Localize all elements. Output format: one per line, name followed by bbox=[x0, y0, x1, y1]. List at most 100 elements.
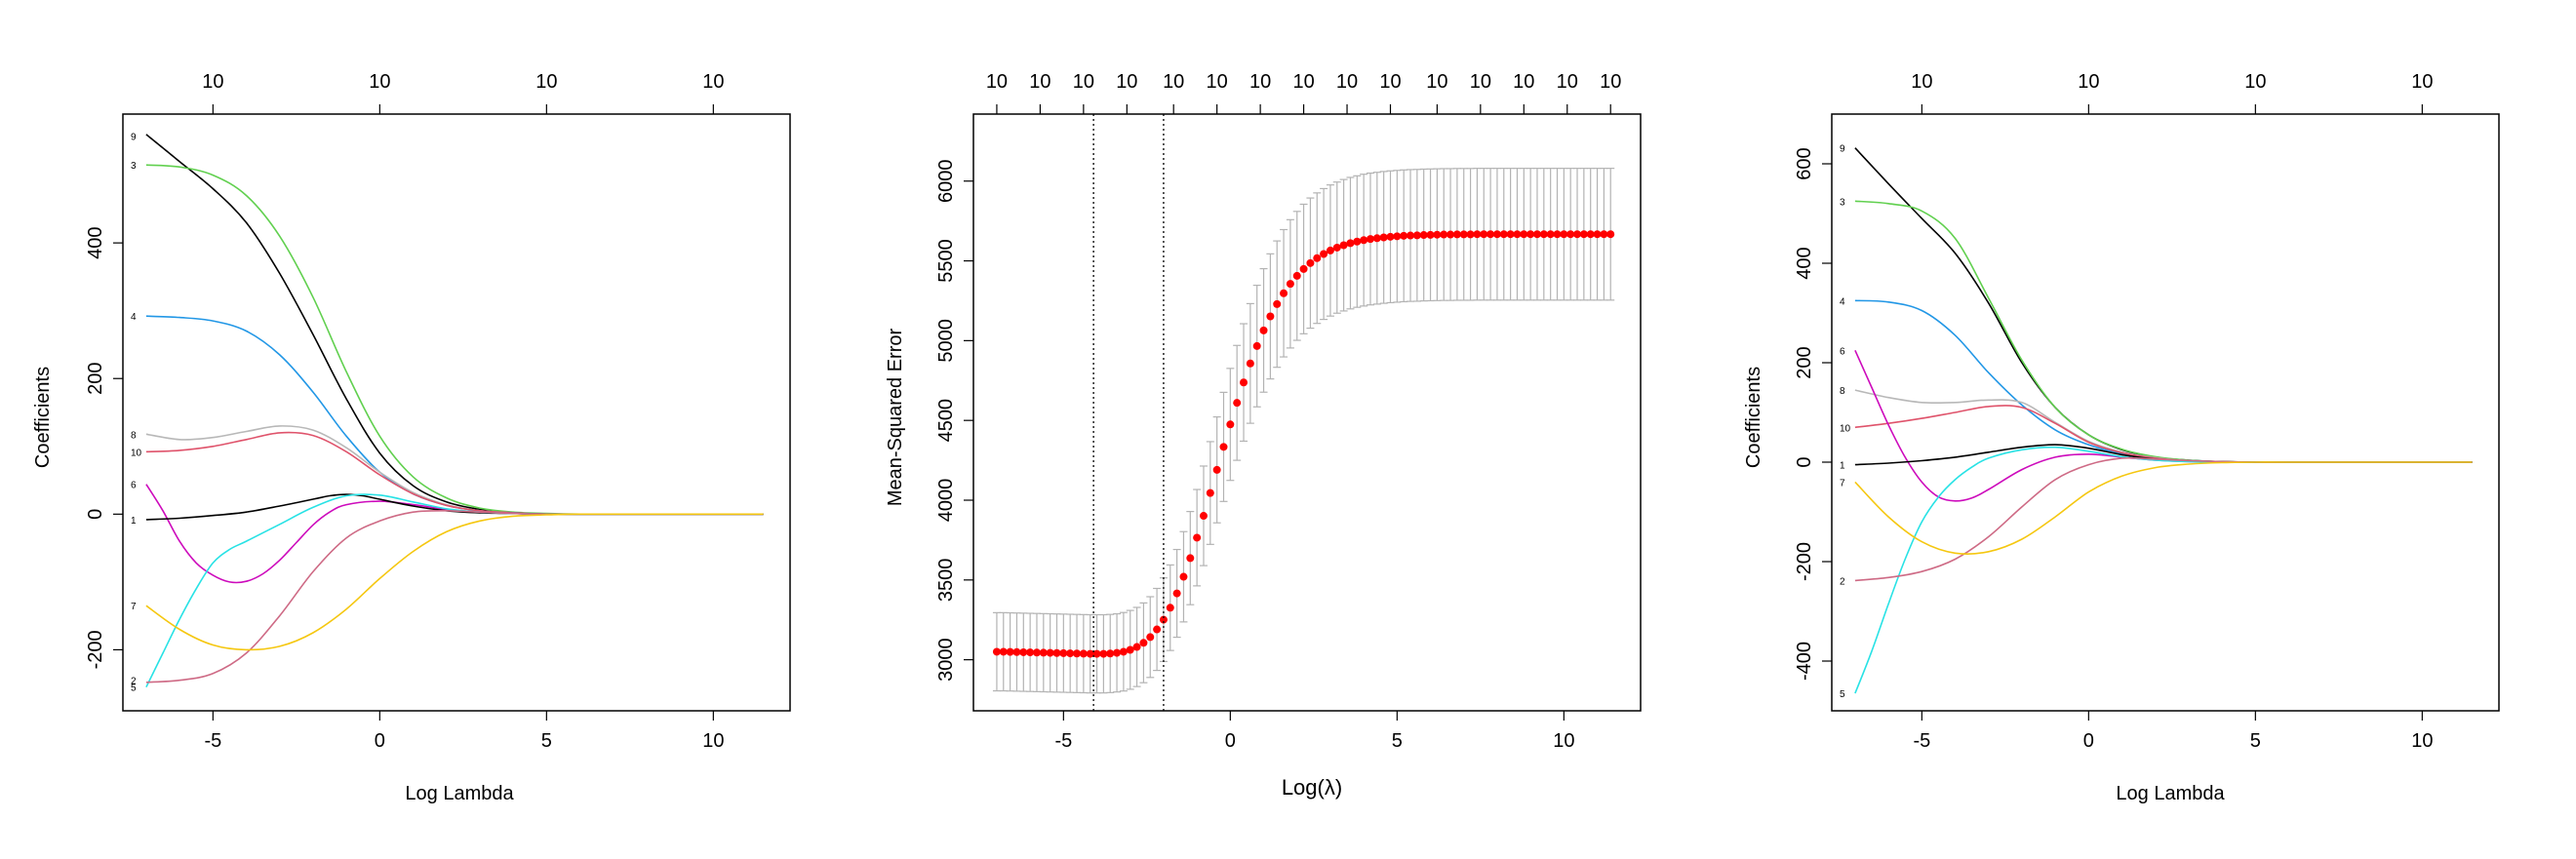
mse-point bbox=[1212, 465, 1221, 474]
mse-point bbox=[1407, 231, 1415, 240]
mse-point bbox=[1606, 230, 1615, 239]
mse-point bbox=[1206, 488, 1214, 497]
mse-point bbox=[1032, 648, 1041, 657]
y-tick-label: 5500 bbox=[935, 239, 957, 283]
coefficient-path-10 bbox=[1854, 405, 2473, 463]
top-tick-label: 10 bbox=[1911, 71, 1932, 93]
mse-point bbox=[1332, 243, 1341, 252]
curve-label: 2 bbox=[1840, 576, 1845, 587]
plot-area bbox=[992, 168, 1615, 694]
mse-point bbox=[1146, 633, 1155, 642]
curve-label: 10 bbox=[1840, 423, 1851, 434]
curve-label: 4 bbox=[131, 312, 137, 323]
coefficient-path-3 bbox=[1854, 200, 2473, 463]
mse-point bbox=[1073, 649, 1082, 658]
mse-point bbox=[1153, 625, 1162, 634]
y-axis-title: Mean-Squared Error bbox=[885, 329, 906, 507]
y-tick-label: 200 bbox=[85, 363, 106, 395]
top-tick-label: 10 bbox=[1249, 71, 1271, 93]
coefficient-path-2 bbox=[145, 509, 764, 683]
mse-point bbox=[1586, 230, 1595, 239]
mse-point bbox=[1553, 230, 1562, 239]
curve-label: 10 bbox=[131, 448, 142, 458]
y-tick-label: 3000 bbox=[935, 638, 957, 682]
mse-point bbox=[1280, 289, 1288, 297]
plot-frame bbox=[1831, 113, 2500, 712]
mse-point bbox=[1286, 280, 1294, 289]
y-tick-label: 400 bbox=[85, 226, 106, 258]
plot-frame bbox=[122, 113, 791, 712]
mse-point bbox=[1019, 647, 1028, 656]
top-tick-label: 10 bbox=[1513, 71, 1534, 93]
mse-point bbox=[1426, 230, 1435, 239]
mse-point bbox=[1052, 648, 1061, 657]
mse-point bbox=[1026, 648, 1035, 657]
top-tick-label: 10 bbox=[1336, 71, 1358, 93]
mse-point bbox=[1159, 615, 1168, 624]
coefficient-path-6 bbox=[1854, 349, 2473, 502]
mse-point bbox=[1259, 326, 1268, 334]
mse-point bbox=[1486, 230, 1495, 239]
coefficient-path-plot-right: Coefficients Log Lambda -5 0 5 10 -400 -200 0 2… bbox=[1743, 71, 2500, 804]
top-tick-label: 10 bbox=[1557, 71, 1578, 93]
coefficient-path-plot-left: Coefficients Log Lambda -5 0 5 10 -200 0 200 40… bbox=[32, 71, 791, 804]
mse-point bbox=[1459, 230, 1468, 239]
curve-label: 1 bbox=[1840, 461, 1845, 472]
mse-point bbox=[1513, 230, 1522, 239]
mse-point bbox=[1492, 230, 1501, 239]
y-tick-label: 600 bbox=[1794, 147, 1815, 179]
mse-point bbox=[1546, 230, 1555, 239]
top-tick-label: 10 bbox=[2411, 71, 2433, 93]
mse-point bbox=[1320, 250, 1328, 258]
mse-point bbox=[999, 647, 1008, 656]
curve-label: 3 bbox=[131, 161, 137, 172]
mse-point bbox=[1579, 230, 1588, 239]
mse-point bbox=[1113, 648, 1122, 657]
coefficient-path-5 bbox=[1854, 446, 2473, 694]
x-tick-label: 5 bbox=[541, 730, 552, 752]
mse-point bbox=[1306, 258, 1315, 267]
coefficient-path-9 bbox=[1854, 147, 2473, 463]
top-tick-label: 10 bbox=[1470, 71, 1491, 93]
mse-point bbox=[1433, 230, 1442, 239]
y-axis-title: Coefficients bbox=[1743, 367, 1764, 468]
mse-point bbox=[1539, 230, 1548, 239]
mse-point bbox=[1372, 234, 1381, 243]
top-tick-label: 10 bbox=[2244, 71, 2266, 93]
mse-point bbox=[1299, 264, 1308, 273]
mse-point bbox=[1566, 230, 1575, 239]
top-tick-label: 10 bbox=[986, 71, 1008, 93]
mse-point bbox=[1386, 232, 1395, 241]
plot-frame bbox=[972, 113, 1642, 712]
x-tick-label: 10 bbox=[2411, 730, 2433, 752]
mse-point bbox=[1473, 230, 1482, 239]
mse-point bbox=[1252, 341, 1261, 350]
y-tick-label: 0 bbox=[85, 509, 106, 520]
top-tick-label: 10 bbox=[1207, 71, 1228, 93]
coefficient-path-7 bbox=[145, 513, 764, 651]
mse-point bbox=[1379, 233, 1388, 242]
mse-point bbox=[1447, 230, 1455, 239]
x-tick-label: -5 bbox=[204, 730, 221, 752]
mse-point bbox=[1186, 554, 1195, 563]
coefficient-path-7 bbox=[1854, 461, 2473, 556]
mse-point bbox=[1199, 512, 1208, 521]
curve-label: 6 bbox=[1840, 346, 1845, 357]
mse-point bbox=[1126, 645, 1134, 654]
mse-point bbox=[1266, 312, 1275, 321]
mse-point bbox=[1219, 443, 1228, 451]
x-tick-label: 10 bbox=[1553, 730, 1574, 752]
y-tick-label: 4000 bbox=[935, 479, 957, 523]
mse-point bbox=[1193, 533, 1202, 542]
mse-point bbox=[1039, 648, 1048, 657]
mse-point bbox=[1092, 649, 1101, 658]
mse-point bbox=[1532, 230, 1541, 239]
mse-point bbox=[1419, 231, 1428, 240]
y-tick-label: 4500 bbox=[935, 399, 957, 443]
x-tick-label: -5 bbox=[1913, 730, 1930, 752]
mse-point bbox=[1106, 649, 1115, 658]
curve-label: 9 bbox=[131, 132, 137, 142]
mse-point bbox=[1066, 649, 1075, 658]
top-tick-label: 10 bbox=[1116, 71, 1137, 93]
coefficient-path-3 bbox=[145, 164, 764, 516]
